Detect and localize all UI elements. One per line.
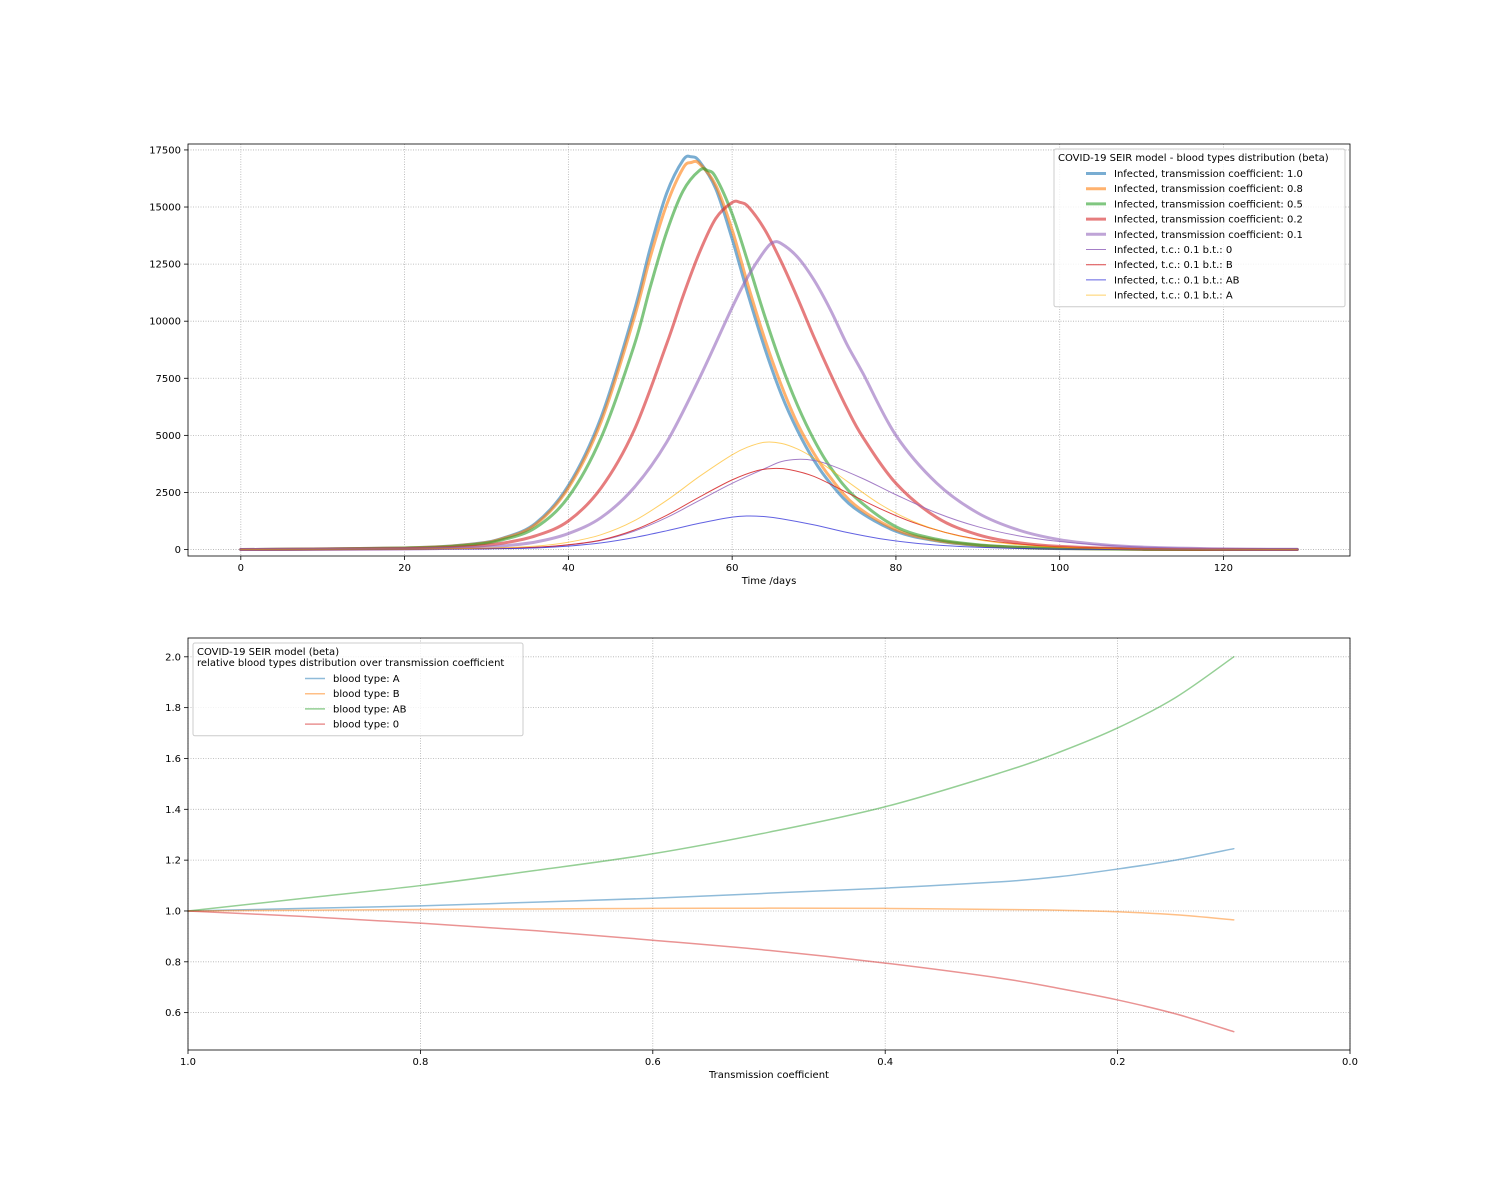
y-tick-label: 2.0	[165, 652, 181, 663]
y-tick-label: 12500	[149, 260, 181, 271]
y-tick-label: 10000	[149, 317, 181, 328]
legend-entry-label: Infected, t.c.: 0.1 b.t.: AB	[1114, 275, 1240, 286]
legend-entry-label: Infected, t.c.: 0.1 b.t.: 0	[1114, 245, 1232, 256]
y-tick-label: 1.6	[165, 754, 181, 765]
plot-frame	[187, 143, 1351, 557]
y-tick-label: 1.0	[165, 906, 181, 917]
legend-entry-label: Infected, transmission coefficient: 0.1	[1114, 230, 1303, 241]
legend-entry-label: blood type: A	[333, 674, 400, 685]
plot-frame	[187, 637, 1351, 1051]
y-tick-label: 1.8	[165, 703, 181, 714]
x-tick-label: 20	[398, 563, 411, 574]
series-line-3	[187, 910, 1235, 1033]
legend-entry-label: Infected, transmission coefficient: 1.0	[1114, 169, 1303, 180]
legend-frame	[1053, 148, 1346, 308]
legend-entry-label: blood type: AB	[333, 704, 407, 715]
legend: COVID-19 SEIR model - blood types distri…	[1053, 148, 1346, 308]
legend-entry-label: blood type: 0	[333, 720, 399, 731]
y-tick-label: 1.4	[165, 805, 181, 816]
legend-entry-label: blood type: B	[333, 689, 400, 700]
x-tick-label: 0.6	[645, 1057, 661, 1068]
x-tick-label: 0.4	[877, 1057, 893, 1068]
x-tick-label: 0	[238, 563, 244, 574]
series-line-8	[240, 441, 1298, 551]
series-line-2	[239, 167, 1299, 552]
legend-frame	[192, 642, 524, 737]
x-tick-label: 40	[562, 563, 575, 574]
y-tick-label: 2500	[156, 488, 181, 499]
series-line-2	[187, 656, 1235, 912]
series-line-7	[240, 515, 1298, 551]
series-line-4	[239, 240, 1299, 552]
legend-title: COVID-19 SEIR model - blood types distri…	[1058, 153, 1329, 164]
y-tick-label: 0.6	[165, 1008, 181, 1019]
legend-entry-label: Infected, transmission coefficient: 0.8	[1114, 184, 1303, 195]
x-tick-label: 120	[1214, 563, 1233, 574]
series-line-0	[187, 847, 1235, 912]
series-line-5	[240, 458, 1298, 551]
y-tick-label: 17500	[149, 145, 181, 156]
y-tick-label: 7500	[156, 374, 181, 385]
legend-title: relative blood types distribution over t…	[197, 658, 504, 669]
legend-entry-label: Infected, transmission coefficient: 0.5	[1114, 199, 1303, 210]
series-line-3	[239, 199, 1299, 552]
infected-over-time-chart: 0 20 40 60 80 100 120 0 2500 5000 7500 10000 12500 15…	[149, 143, 1351, 587]
legend-entry-label: Infected, t.c.: 0.1 b.t.: B	[1114, 260, 1233, 271]
y-tick-label: 5000	[156, 431, 181, 442]
x-tick-label: 100	[1050, 563, 1069, 574]
blood-type-ratio-chart: 1.0 0.8 0.6 0.4 0.2 0.0 0.6 0.8 1.0 1.2 1.4 1.6 1.8 2…	[165, 637, 1358, 1081]
legend-entry-label: Infected, transmission coefficient: 0.2	[1114, 215, 1303, 226]
x-tick-label: 60	[726, 563, 739, 574]
legend-title: COVID-19 SEIR model (beta)	[197, 647, 339, 658]
y-tick-label: 0	[175, 545, 181, 556]
x-tick-label: 0.8	[412, 1057, 428, 1068]
legend-entry-label: Infected, t.c.: 0.1 b.t.: A	[1114, 291, 1233, 302]
x-axis-label: Transmission coefficient	[708, 1070, 829, 1081]
x-tick-label: 0.2	[1110, 1057, 1126, 1068]
y-tick-label: 0.8	[165, 957, 181, 968]
x-axis-label: Time /days	[741, 576, 797, 587]
y-tick-label: 15000	[149, 203, 181, 214]
x-tick-label: 80	[890, 563, 903, 574]
x-tick-label: 1.0	[180, 1057, 196, 1068]
series-line-1	[187, 907, 1235, 921]
series-line-6	[240, 467, 1298, 551]
x-tick-label: 0.0	[1342, 1057, 1358, 1068]
legend: COVID-19 SEIR model (beta)relative blood…	[192, 642, 524, 737]
y-tick-label: 1.2	[165, 856, 181, 867]
